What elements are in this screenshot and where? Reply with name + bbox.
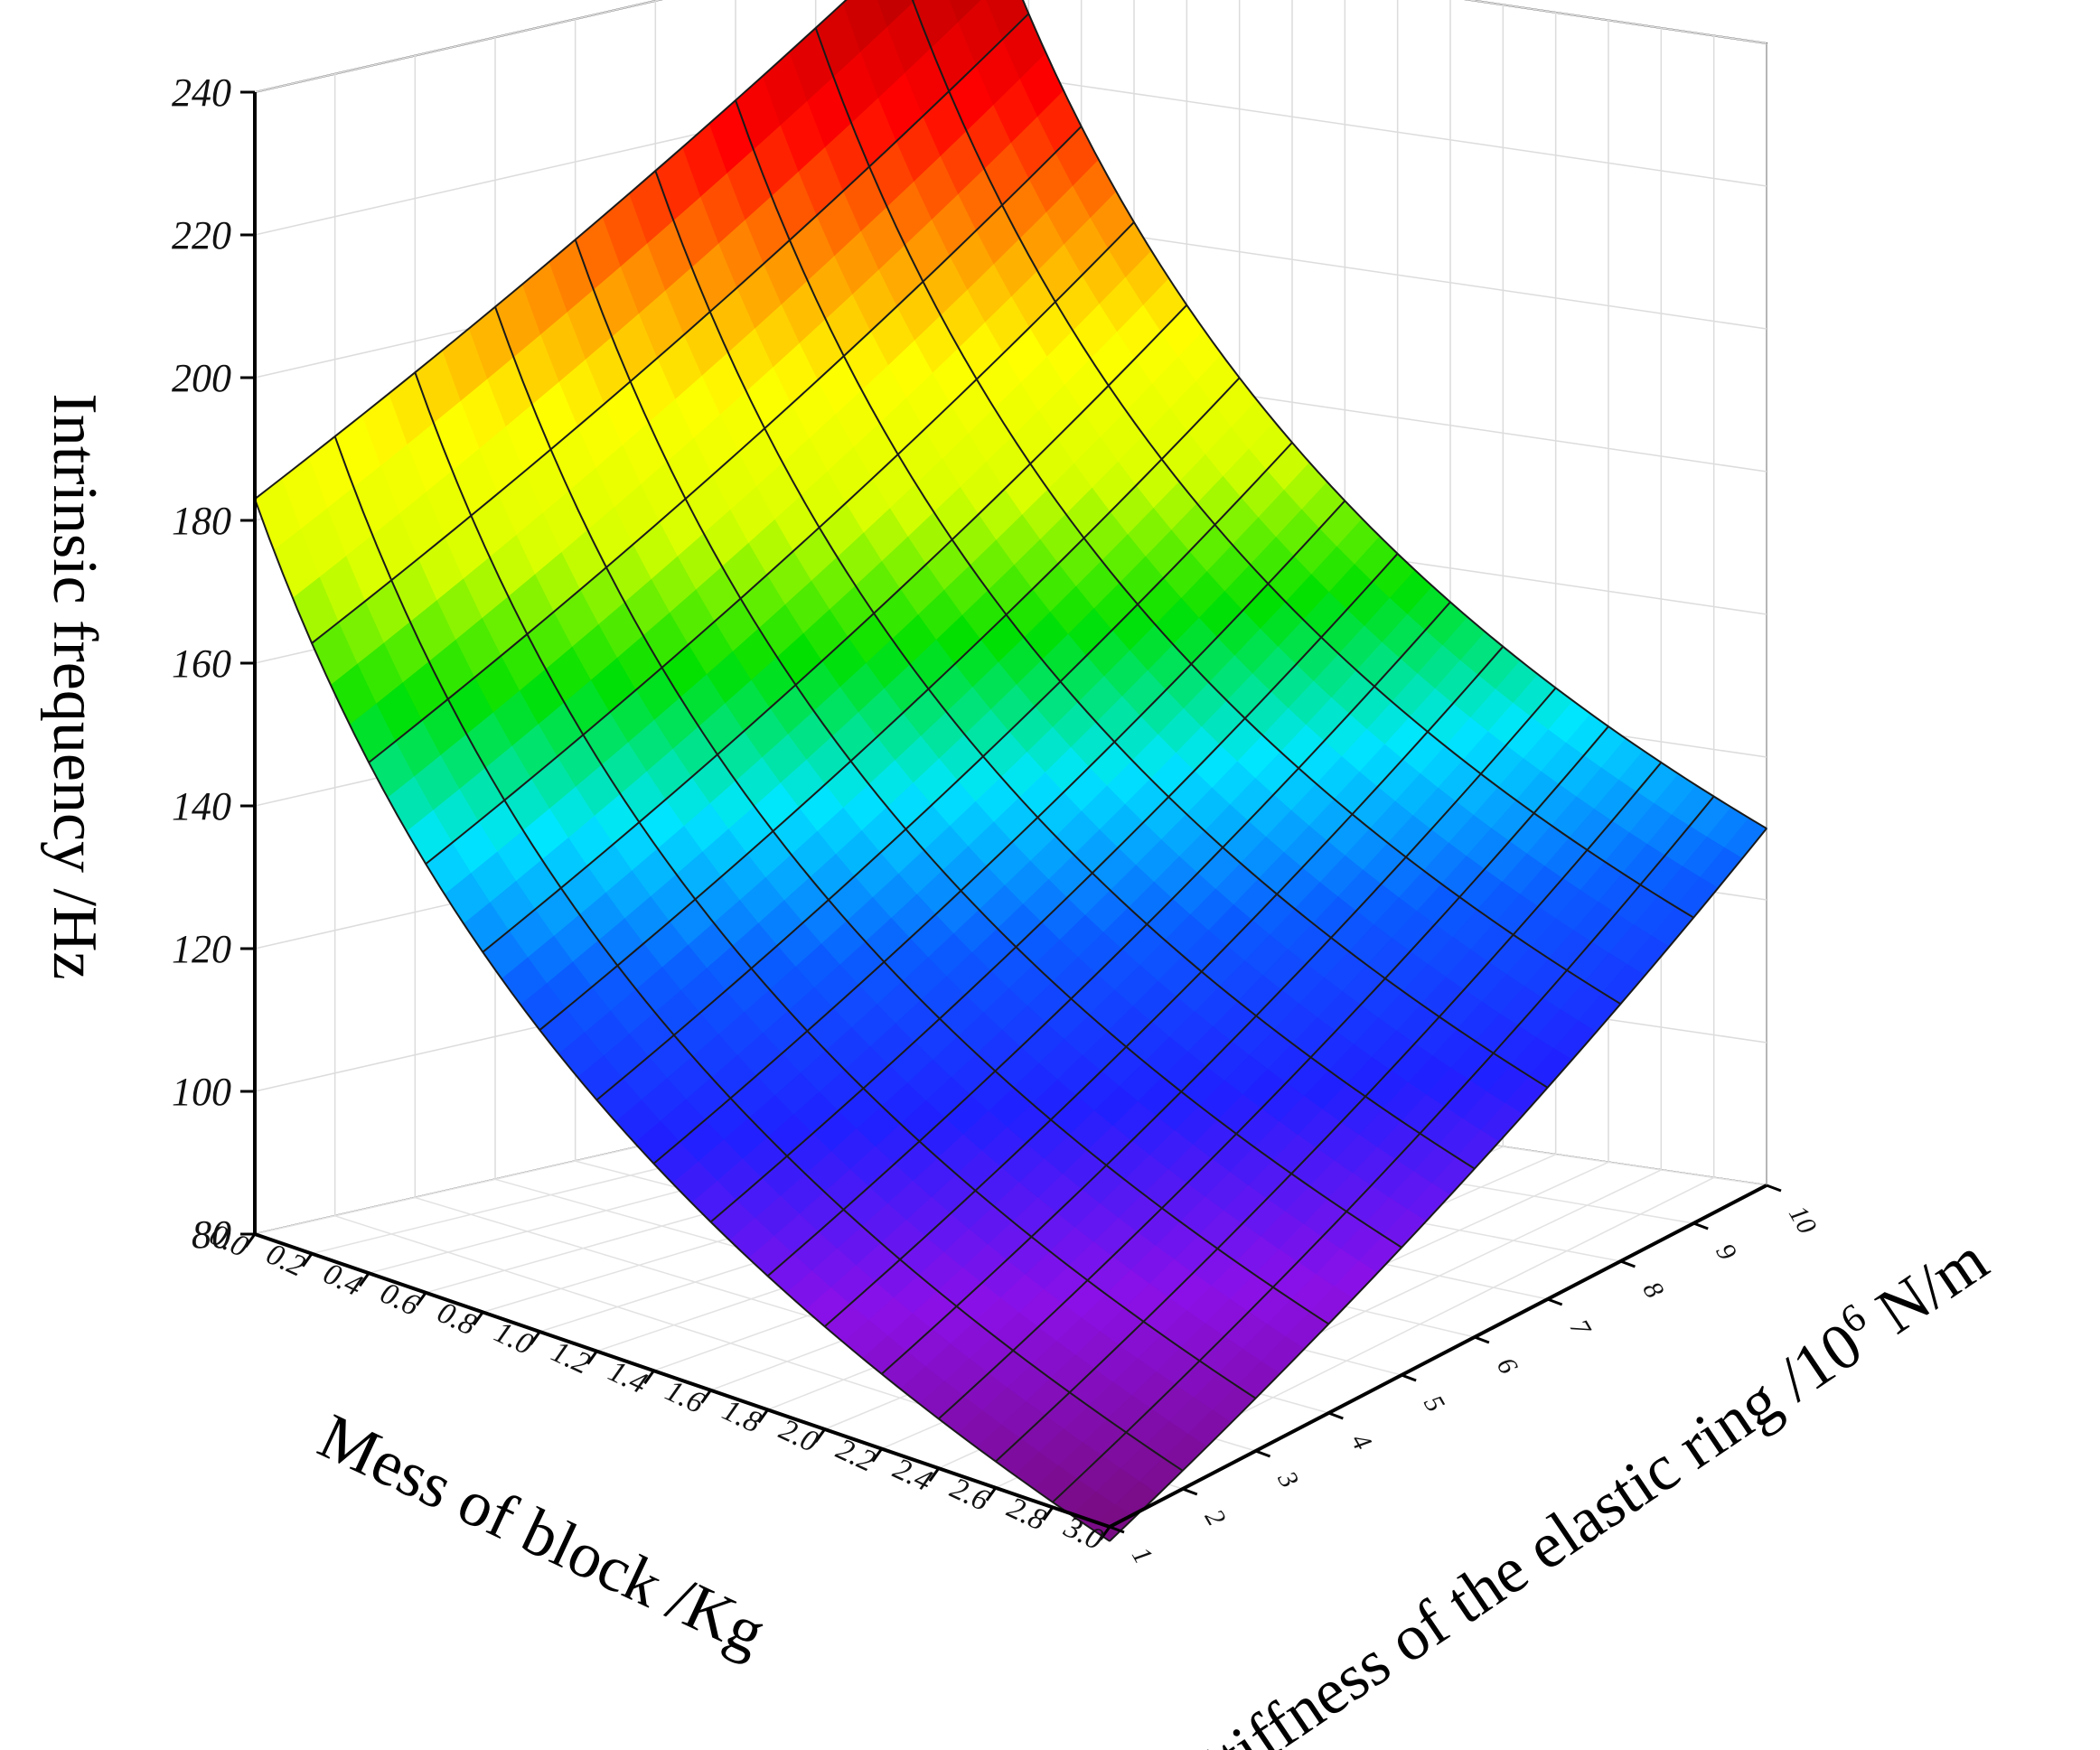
y-tick-mark xyxy=(1327,1411,1344,1420)
x-axis-title: Mess of block /Kg xyxy=(308,1399,776,1669)
y-tick-label: 5 xyxy=(1418,1390,1450,1417)
z-tick-label: 140 xyxy=(172,784,231,828)
surface-mesh-line-stiffness xyxy=(333,435,1184,1472)
surface-mesh-line-mass xyxy=(995,762,1663,1463)
surface-mesh-line-stiffness xyxy=(494,306,1329,1325)
surface-mesh-line-mass xyxy=(1052,795,1715,1503)
surface-mesh-line-stiffness xyxy=(574,239,1402,1249)
y-tick-label: 8 xyxy=(1636,1277,1669,1303)
surface-mesh-line-mass xyxy=(766,601,1451,1277)
y-tick-mark xyxy=(1692,1221,1709,1231)
x-tick-mark xyxy=(530,1331,541,1345)
surface-mesh-line-stiffness xyxy=(414,371,1257,1399)
x-tick-mark xyxy=(301,1252,314,1268)
z-tick-label: 240 xyxy=(172,70,231,115)
x-tick-mark xyxy=(586,1350,598,1365)
x-tick-mark xyxy=(871,1447,883,1463)
x-tick-mark xyxy=(415,1291,427,1306)
y-tick-mark xyxy=(1619,1259,1636,1268)
y-tick-label: 3 xyxy=(1271,1465,1305,1493)
x-tick-mark xyxy=(985,1486,998,1502)
y-axis-title-unit: N/m xyxy=(1851,1223,2001,1357)
y-tick-label: 4 xyxy=(1345,1428,1377,1455)
y-tick-mark xyxy=(1766,1184,1782,1193)
surface-mesh-line-stiffness xyxy=(1021,0,1767,829)
y-tick-label: 6 xyxy=(1491,1352,1523,1379)
z-tick-label: 120 xyxy=(172,927,231,971)
surface-mesh-line-mass xyxy=(482,304,1188,953)
surface-mesh-line-mass xyxy=(254,0,848,501)
surface-mesh-line-mass xyxy=(425,221,1135,866)
surface-mesh xyxy=(254,0,1767,1542)
surface-mesh-line-mass xyxy=(368,126,1083,763)
y-tick-mark xyxy=(1401,1373,1417,1382)
x-tick-mark xyxy=(358,1272,370,1287)
surface-mesh-line-stiffness xyxy=(814,27,1621,1006)
y-tick-label: 7 xyxy=(1564,1315,1598,1343)
x-tick-mark xyxy=(1042,1506,1055,1521)
x-tick-mark xyxy=(473,1311,484,1326)
surface-mesh-line-mass xyxy=(539,377,1241,1031)
surface-mesh-line-stiffness xyxy=(654,170,1476,1170)
surface-mesh-line-mass xyxy=(595,442,1293,1101)
x-tick-mark xyxy=(1099,1526,1111,1540)
y-tick-mark xyxy=(1255,1449,1271,1458)
x-tick-mark xyxy=(643,1370,655,1385)
y-tick-mark xyxy=(1547,1297,1563,1306)
surface-mesh-line-mass xyxy=(311,13,1030,644)
z-tick-label: 180 xyxy=(172,499,231,543)
y-tick-mark xyxy=(1474,1335,1490,1344)
y-axis-line xyxy=(1109,1184,1767,1529)
y-tick-mark xyxy=(1182,1487,1198,1496)
surface-mesh-line-stiffness xyxy=(911,0,1694,919)
surface-mesh-line-mass xyxy=(824,646,1505,1327)
surface-mesh-line-stiffness xyxy=(735,99,1549,1089)
y-tick-label: 2 xyxy=(1199,1504,1232,1530)
x-tick-mark xyxy=(244,1233,257,1248)
y-tick-label: 9 xyxy=(1710,1239,1742,1265)
x-tick-mark xyxy=(928,1467,941,1483)
z-axis-title: Intrinsic frequency /Hz xyxy=(40,393,109,979)
surface-mesh-line-mass xyxy=(881,687,1557,1375)
x-tick-mark xyxy=(700,1389,712,1404)
y-tick-label: 10 xyxy=(1783,1201,1823,1239)
z-tick-label: 200 xyxy=(172,356,231,400)
z-tick-label: 220 xyxy=(172,213,231,257)
z-tick-label: 100 xyxy=(172,1070,231,1114)
x-axis-line xyxy=(254,1232,1111,1529)
x-tick-mark xyxy=(757,1408,769,1424)
y-tick-mark xyxy=(1109,1525,1125,1534)
surface-mesh-line-mass xyxy=(1109,828,1767,1542)
surface-mesh-line-mass xyxy=(709,553,1399,1223)
surface-mesh-line-stiffness xyxy=(254,498,1111,1542)
z-tick-label: 80 xyxy=(192,1212,231,1257)
surface-mesh-line-mass xyxy=(938,725,1609,1420)
z-tick-label: 160 xyxy=(172,641,231,686)
x-tick-mark xyxy=(814,1428,826,1443)
y-tick-label: 1 xyxy=(1126,1542,1158,1568)
surface-mesh-line-mass xyxy=(652,500,1346,1165)
